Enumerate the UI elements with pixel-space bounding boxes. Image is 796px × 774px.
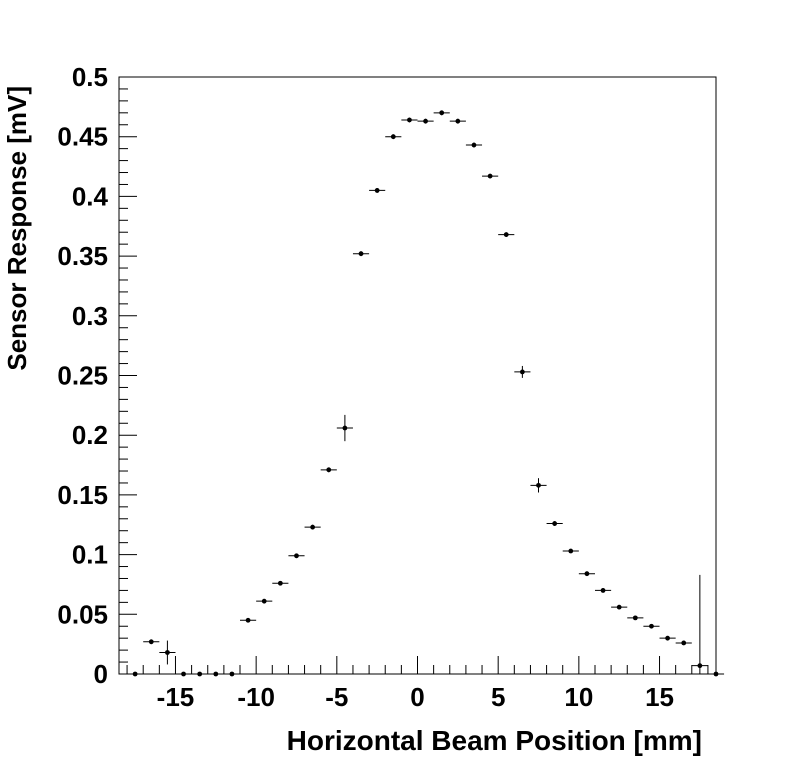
point-marker xyxy=(439,110,445,116)
data-point xyxy=(369,188,386,193)
point-marker xyxy=(181,671,186,677)
y-tick-label: 0.2 xyxy=(72,420,108,450)
data-point xyxy=(256,598,273,604)
data-point xyxy=(562,548,579,554)
point-marker xyxy=(519,369,525,375)
point-marker xyxy=(390,134,396,140)
point-marker xyxy=(407,117,412,123)
point-marker xyxy=(649,623,654,629)
x-tick-label: -5 xyxy=(325,682,348,712)
y-tick-label: 0.1 xyxy=(72,540,108,570)
data-points xyxy=(127,110,725,677)
x-tick-label: -10 xyxy=(237,682,275,712)
point-marker xyxy=(455,118,461,124)
point-marker xyxy=(148,639,154,645)
y-tick-label: 0.3 xyxy=(72,301,108,331)
data-point xyxy=(191,671,208,677)
data-point xyxy=(175,671,192,677)
y-tick-label: 0.15 xyxy=(57,480,108,510)
point-marker xyxy=(487,173,493,179)
point-marker xyxy=(165,650,170,655)
data-point xyxy=(578,571,595,577)
point-marker xyxy=(277,580,283,586)
data-point xyxy=(240,617,257,623)
y-tick-label: 0.4 xyxy=(72,181,109,211)
x-tick-label: 0 xyxy=(410,682,424,712)
data-point xyxy=(465,142,483,148)
point-marker xyxy=(536,482,541,488)
point-marker xyxy=(213,671,219,677)
point-marker xyxy=(584,571,590,577)
data-point xyxy=(401,117,418,123)
data-point xyxy=(433,110,450,116)
data-point xyxy=(352,251,370,257)
x-tick-label: 5 xyxy=(491,682,505,712)
point-marker xyxy=(358,251,364,257)
point-marker xyxy=(665,635,670,641)
point-marker xyxy=(197,671,203,677)
data-point xyxy=(223,671,241,677)
data-point xyxy=(707,671,725,677)
x-axis: -15 -10 -5 0 5 10 15 xyxy=(126,656,709,712)
data-point xyxy=(627,615,644,621)
data-point xyxy=(643,623,660,629)
x-tick-label: -15 xyxy=(157,682,195,712)
data-point xyxy=(514,365,531,378)
point-marker xyxy=(294,553,299,559)
data-point xyxy=(417,118,434,124)
point-marker xyxy=(342,425,348,431)
data-point xyxy=(304,524,321,530)
data-point xyxy=(272,580,289,586)
data-point xyxy=(143,639,160,645)
point-marker xyxy=(552,521,558,526)
data-point xyxy=(594,588,612,593)
data-point xyxy=(449,118,466,124)
x-axis-title: Horizontal Beam Position [mm] xyxy=(287,725,702,756)
y-tick-label: 0 xyxy=(94,659,108,689)
point-marker xyxy=(713,671,719,677)
x-tick-label: 15 xyxy=(645,682,674,712)
data-point xyxy=(546,521,563,526)
data-point xyxy=(320,467,337,473)
data-point xyxy=(659,635,676,641)
y-tick-label: 0.45 xyxy=(57,122,108,152)
point-marker xyxy=(374,188,380,193)
data-point xyxy=(385,134,402,140)
point-marker xyxy=(423,118,428,124)
point-marker xyxy=(132,671,138,677)
data-point xyxy=(691,574,708,674)
point-marker xyxy=(568,548,574,554)
point-marker xyxy=(326,467,332,473)
point-marker xyxy=(261,598,267,604)
y-tick-label: 0.25 xyxy=(57,361,108,391)
point-marker xyxy=(503,232,509,238)
point-marker xyxy=(471,142,477,148)
y-tick-label: 0.05 xyxy=(57,599,108,629)
y-axis: 0 0.05 0.1 0.15 0.2 0.25 0.3 0.35 0.4 0.45 0.5 xyxy=(57,62,137,689)
data-point xyxy=(530,478,547,493)
data-point xyxy=(207,671,224,677)
point-marker xyxy=(600,588,606,593)
point-marker xyxy=(229,671,235,677)
data-point xyxy=(336,414,353,442)
point-marker xyxy=(697,663,703,669)
data-point xyxy=(288,553,305,559)
data-point xyxy=(675,640,692,646)
point-marker xyxy=(681,640,687,646)
x-tick-label: 10 xyxy=(564,682,593,712)
data-point xyxy=(611,604,628,610)
point-marker xyxy=(310,524,316,530)
point-marker xyxy=(616,604,622,610)
point-marker xyxy=(245,617,251,623)
y-tick-label: 0.35 xyxy=(57,241,108,271)
data-point xyxy=(159,640,176,665)
y-tick-label: 0.5 xyxy=(72,62,108,92)
point-marker xyxy=(632,615,638,621)
data-point xyxy=(498,232,515,238)
data-point xyxy=(482,173,499,179)
data-point xyxy=(127,671,144,677)
y-axis-title: Sensor Response [mV] xyxy=(2,86,32,371)
